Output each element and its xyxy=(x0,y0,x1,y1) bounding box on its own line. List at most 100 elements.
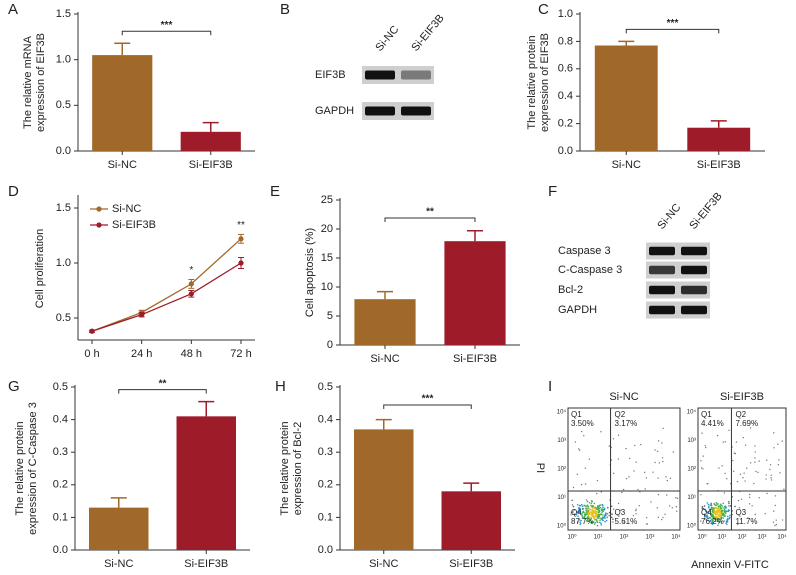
y-axis-label: expression of EIF3B xyxy=(35,33,47,132)
event-dot xyxy=(755,470,757,473)
event-dot xyxy=(733,452,736,454)
event-dot xyxy=(709,519,712,522)
event-dot xyxy=(654,461,656,464)
event-dot xyxy=(709,504,711,507)
event-dot xyxy=(770,479,773,481)
event-dot xyxy=(587,507,589,510)
blot-band xyxy=(649,246,675,256)
event-dot xyxy=(704,518,706,520)
bar xyxy=(180,131,241,151)
event-dot xyxy=(598,511,600,514)
event-dot xyxy=(727,500,730,503)
event-dot xyxy=(586,500,589,503)
y-tick-label: 0.5 xyxy=(318,381,333,393)
quadrant-value: 4.41% xyxy=(701,419,724,428)
y-axis-label: expression of EIF3B xyxy=(539,33,551,132)
event-dot xyxy=(583,434,585,437)
error-bar xyxy=(463,482,480,492)
event-dot xyxy=(592,512,595,514)
event-dot xyxy=(602,516,604,518)
event-dot xyxy=(714,507,717,509)
x-tick-label: 10¹ xyxy=(718,535,727,541)
x-tick-label: 10³ xyxy=(758,535,767,541)
event-dot xyxy=(754,445,756,447)
event-dot xyxy=(717,519,720,521)
event-dot xyxy=(710,512,712,515)
event-dot xyxy=(581,430,583,433)
event-dot xyxy=(601,511,603,514)
event-dot xyxy=(590,504,592,507)
event-dot xyxy=(598,517,600,520)
event-dot xyxy=(744,444,747,446)
y-tick-label: 1.5 xyxy=(56,8,71,20)
event-dot xyxy=(773,447,775,449)
event-dot xyxy=(596,521,599,524)
y-tick-label: 0.5 xyxy=(56,99,71,111)
event-dot xyxy=(704,445,706,447)
event-dot xyxy=(578,511,581,514)
event-dot xyxy=(712,511,714,514)
legend-marker xyxy=(96,222,102,228)
y-tick-label: 0.1 xyxy=(318,511,333,523)
event-dot xyxy=(728,504,730,507)
event-dot xyxy=(635,461,637,463)
event-dot xyxy=(600,431,602,433)
event-dot xyxy=(735,441,738,443)
y-axis-label: The relative protein xyxy=(526,35,538,129)
bar xyxy=(444,241,506,345)
event-dot xyxy=(664,513,666,515)
blot-band xyxy=(649,305,675,315)
event-dot xyxy=(764,512,766,515)
event-dot xyxy=(586,504,589,506)
event-dot xyxy=(587,510,590,512)
row-label: EIF3B xyxy=(315,69,346,81)
event-dot xyxy=(661,518,663,521)
error-bar xyxy=(198,400,215,417)
significance-bracket xyxy=(121,30,212,36)
event-dot xyxy=(590,500,593,502)
blot-band xyxy=(649,265,675,275)
error-bar xyxy=(710,120,727,128)
event-dot xyxy=(710,514,713,517)
quadrant-value: 3.50% xyxy=(571,419,594,428)
event-dot xyxy=(731,513,734,516)
x-tick-label: Si-NC xyxy=(370,353,399,365)
panel-label: E xyxy=(270,183,280,200)
y-axis-label: The relative mRNA xyxy=(22,35,34,129)
y-tick-label: 0.8 xyxy=(558,35,573,47)
event-dot xyxy=(723,492,726,494)
event-dot xyxy=(671,507,673,509)
event-dot xyxy=(602,506,604,509)
event-dot xyxy=(586,516,589,519)
event-dot xyxy=(591,515,594,517)
event-dot xyxy=(719,515,721,517)
event-dot xyxy=(604,520,606,523)
event-dot xyxy=(578,448,580,450)
event-dot xyxy=(640,443,642,446)
event-dot xyxy=(594,519,596,521)
event-dot xyxy=(714,516,717,519)
event-dot xyxy=(637,488,639,491)
event-dot xyxy=(596,508,599,511)
series-line xyxy=(91,238,242,332)
event-dot xyxy=(596,506,599,508)
event-dot xyxy=(588,516,591,519)
event-dot xyxy=(585,507,588,510)
y-tick-label: 1.0 xyxy=(558,8,573,20)
y-tick-label: 15 xyxy=(321,252,333,264)
event-dot xyxy=(605,519,608,522)
event-dot xyxy=(765,474,767,476)
y-tick-label: 0.4 xyxy=(558,90,573,102)
event-dot xyxy=(774,524,776,527)
event-dot xyxy=(591,520,593,523)
event-dot xyxy=(706,515,708,518)
x-tick-label: 0 h xyxy=(84,348,99,360)
legend-label: Si-NC xyxy=(112,203,141,215)
event-dot xyxy=(726,477,728,480)
event-dot xyxy=(719,513,722,515)
significance-label: * xyxy=(189,265,193,276)
event-dot xyxy=(579,523,581,526)
event-dot xyxy=(724,511,727,514)
event-dot xyxy=(710,504,713,507)
y-axis-label: The relative protein xyxy=(279,421,291,515)
